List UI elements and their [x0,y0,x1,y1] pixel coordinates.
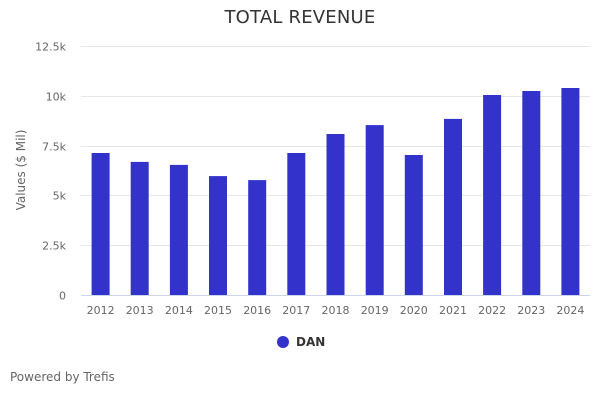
y-tick-label: 12.5k [35,41,66,54]
y-tick-label: 0 [59,290,66,303]
y-axis-label: Values ($ Mil) [14,130,28,211]
y-axis-ticks: 0 2.5k 5k 7.5k 10k 12.5k [35,41,66,303]
bar-2018[interactable] [326,134,345,295]
legend-item-dan[interactable]: DAN [277,335,325,349]
bar-2017[interactable] [287,153,306,295]
bars [91,88,580,296]
x-tick-label: 2013 [126,304,154,317]
x-axis-ticks: 2012 2013 2014 2015 2016 2017 2018 2019 2020 2021… [87,304,585,317]
bar-2021[interactable] [444,118,462,296]
bar-2012[interactable] [91,153,110,295]
bar-2016[interactable] [248,180,267,295]
bar-2013[interactable] [130,161,149,295]
bar-2024[interactable] [561,88,580,295]
x-tick-label: 2020 [400,304,428,317]
x-tick-label: 2017 [282,304,310,317]
x-tick-label: 2024 [556,304,584,317]
powered-by-credit: Powered by Trefis [10,370,115,384]
x-tick-label: 2014 [165,304,193,317]
x-tick-label: 2023 [517,304,545,317]
legend-label: DAN [296,335,326,349]
y-tick-label: 10k [46,91,67,104]
chart-title: TOTAL REVENUE [224,7,376,28]
y-tick-label: 7.5k [42,141,66,154]
x-tick-label: 2012 [87,304,115,317]
x-tick-label: 2015 [204,304,232,317]
bar-2022[interactable] [483,95,502,295]
x-tick-label: 2022 [478,304,506,317]
bar-2015[interactable] [209,176,227,295]
y-tick-label: 2.5k [42,240,66,253]
bar-2020[interactable] [404,155,423,295]
x-tick-label: 2021 [439,304,467,317]
legend-marker-icon [277,336,289,348]
bar-2019[interactable] [365,125,384,295]
x-tick-label: 2019 [361,304,389,317]
x-tick-label: 2018 [322,304,350,317]
bar-2014[interactable] [169,164,188,295]
bar-2023[interactable] [522,91,541,295]
x-tick-label: 2016 [243,304,271,317]
y-tick-label: 5k [53,190,67,203]
